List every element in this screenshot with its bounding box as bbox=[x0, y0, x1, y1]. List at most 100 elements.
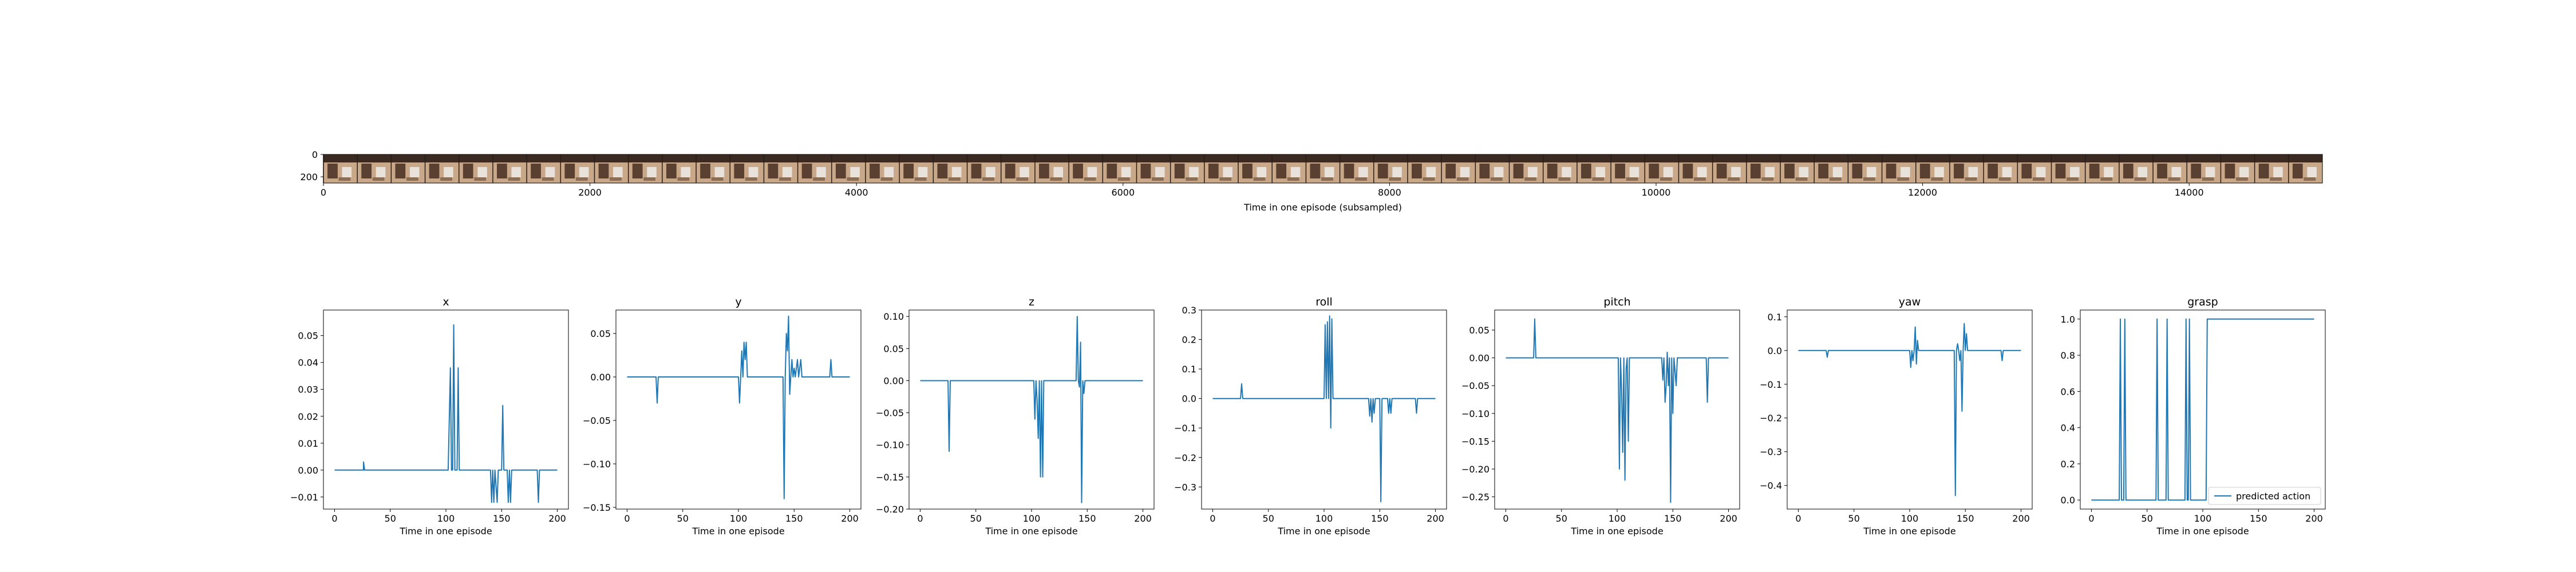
strip-frame bbox=[323, 154, 2323, 184]
frame-top-band bbox=[1848, 154, 1882, 162]
frame-thumbnail bbox=[1271, 154, 1306, 183]
frame-thumbnail bbox=[1068, 154, 1103, 183]
frame-shadow bbox=[2134, 177, 2147, 181]
y-tick-label: 0 bbox=[312, 149, 318, 160]
frame-robot-arm bbox=[1581, 164, 1591, 178]
frame-shadow bbox=[1219, 177, 1232, 181]
frame-shadow bbox=[1490, 177, 1503, 181]
frame-robot-arm bbox=[1919, 164, 1930, 178]
frame-robot-arm bbox=[497, 164, 507, 178]
frame-thumbnail bbox=[1508, 154, 1543, 183]
frame-object bbox=[1494, 167, 1504, 177]
frame-thumbnail bbox=[831, 154, 866, 183]
y-tick-label: −0.10 bbox=[876, 440, 904, 451]
subplot-z: z 0 50 100 150 200 −0.20 −0.15 −0.10 −0.05 0.00 0.0… bbox=[876, 296, 1155, 537]
frame-top-band bbox=[1577, 154, 1611, 162]
x-tick-label: 0 bbox=[321, 187, 326, 198]
frame-object bbox=[2307, 167, 2317, 177]
axes-frame bbox=[2080, 309, 2326, 510]
frame-shadow bbox=[1050, 177, 1062, 181]
subplot-title: grasp bbox=[2187, 296, 2218, 308]
frame-shadow bbox=[1287, 177, 1299, 181]
frame-top-band bbox=[1746, 154, 1781, 162]
frame-top-band bbox=[2085, 154, 2119, 162]
frame-robot-arm bbox=[1886, 164, 1897, 178]
subplot-y: y 0 50 100 150 200 −0.15 −0.10 −0.05 0.00 0.05 Time… bbox=[583, 296, 862, 537]
x-axis-label: Time in one episode bbox=[985, 526, 1077, 537]
frame-object bbox=[1121, 167, 1131, 177]
frame-top-band bbox=[831, 154, 866, 162]
frame-object bbox=[1663, 167, 1673, 177]
frame-robot-arm bbox=[2225, 164, 2235, 178]
frame-object bbox=[714, 167, 725, 177]
subplot-title: pitch bbox=[1603, 296, 1630, 308]
y-tick-label: −0.1 bbox=[1760, 379, 1782, 390]
frame-shadow bbox=[982, 177, 994, 181]
frame-object bbox=[1697, 167, 1707, 177]
x-axis-label: Time in one episode bbox=[1570, 526, 1663, 537]
frame-object bbox=[1155, 167, 1165, 177]
y-tick-label: −0.05 bbox=[1461, 380, 1490, 391]
y-tick-label: −0.05 bbox=[583, 415, 611, 426]
frame-object bbox=[816, 167, 826, 177]
x-axis-label: Time in one episode bbox=[1277, 526, 1370, 537]
frame-top-band bbox=[2288, 154, 2322, 162]
y-tick-label: 200 bbox=[300, 172, 318, 182]
frame-object bbox=[579, 167, 589, 177]
y-tick-label: −0.05 bbox=[876, 408, 904, 419]
frame-robot-arm bbox=[1954, 164, 1964, 178]
frame-robot-arm bbox=[1174, 164, 1185, 178]
frame-shadow bbox=[610, 177, 622, 181]
frame-object bbox=[884, 167, 894, 177]
x-tick-label: 100 bbox=[1609, 513, 1626, 524]
frame-robot-arm bbox=[937, 164, 948, 178]
frame-strip: 0 2000 4000 6000 8000 10000 12000 140000200Time… bbox=[300, 149, 2323, 213]
y-tick-label: 0.3 bbox=[1182, 305, 1196, 316]
frame-object bbox=[1087, 167, 1097, 177]
y-tick-label: −0.1 bbox=[1174, 423, 1196, 434]
subplot-title: yaw bbox=[1899, 296, 1921, 308]
frame-top-band bbox=[1272, 154, 1306, 162]
x-tick-label: 50 bbox=[1263, 513, 1274, 524]
frame-top-band bbox=[357, 154, 392, 162]
frame-object bbox=[444, 167, 453, 177]
frame-robot-arm bbox=[1208, 164, 1219, 178]
frame-shadow bbox=[1355, 177, 1367, 181]
frame-top-band bbox=[1441, 154, 1476, 162]
y-tick-label: 0.1 bbox=[1768, 312, 1782, 323]
frame-thumbnail bbox=[2186, 154, 2221, 183]
subplot-title: roll bbox=[1315, 296, 1333, 308]
subplot-yaw: yaw 0 50 100 150 200 −0.4 −0.3 −0.2 −0.1 0.0 0.1 Tim… bbox=[1760, 296, 2033, 537]
frame-object bbox=[1257, 167, 1267, 177]
frame-robot-arm bbox=[1852, 164, 1863, 178]
x-axis-label: Time in one episode bbox=[2156, 526, 2249, 537]
x-axis-label: Time in one episode bbox=[1863, 526, 1955, 537]
frame-robot-arm bbox=[361, 164, 372, 178]
x-tick-label: 200 bbox=[2012, 513, 2030, 524]
y-tick-label: −0.2 bbox=[1174, 452, 1196, 463]
y-tick-label: 0.0 bbox=[1182, 394, 1196, 404]
y-tick-label: 0.04 bbox=[298, 357, 318, 368]
x-tick-label: 150 bbox=[493, 513, 511, 524]
frame-top-band bbox=[2119, 154, 2154, 162]
y-tick-label: −0.3 bbox=[1760, 447, 1782, 458]
frame-top-band bbox=[628, 154, 662, 162]
frame-top-band bbox=[1306, 154, 1340, 162]
frame-object bbox=[1020, 167, 1029, 177]
frame-object bbox=[2070, 167, 2080, 177]
frame-object bbox=[850, 167, 860, 177]
series-line bbox=[1212, 315, 1436, 503]
frame-thumbnail bbox=[526, 154, 561, 183]
frame-robot-arm bbox=[2191, 164, 2202, 178]
frame-shadow bbox=[2304, 177, 2316, 181]
frame-object bbox=[545, 167, 555, 177]
frame-shadow bbox=[575, 177, 588, 181]
subplot-pitch: pitch 0 50 100 150 200 −0.25 −0.20 −0.15 −0.10 −0.… bbox=[1461, 296, 1740, 537]
frame-top-band bbox=[1712, 154, 1747, 162]
frame-thumbnail bbox=[1610, 154, 1645, 183]
x-tick-label: 100 bbox=[2194, 513, 2212, 524]
y-tick-label: −0.25 bbox=[1461, 492, 1490, 503]
frame-object bbox=[2036, 167, 2046, 177]
frame-robot-arm bbox=[1818, 164, 1829, 178]
